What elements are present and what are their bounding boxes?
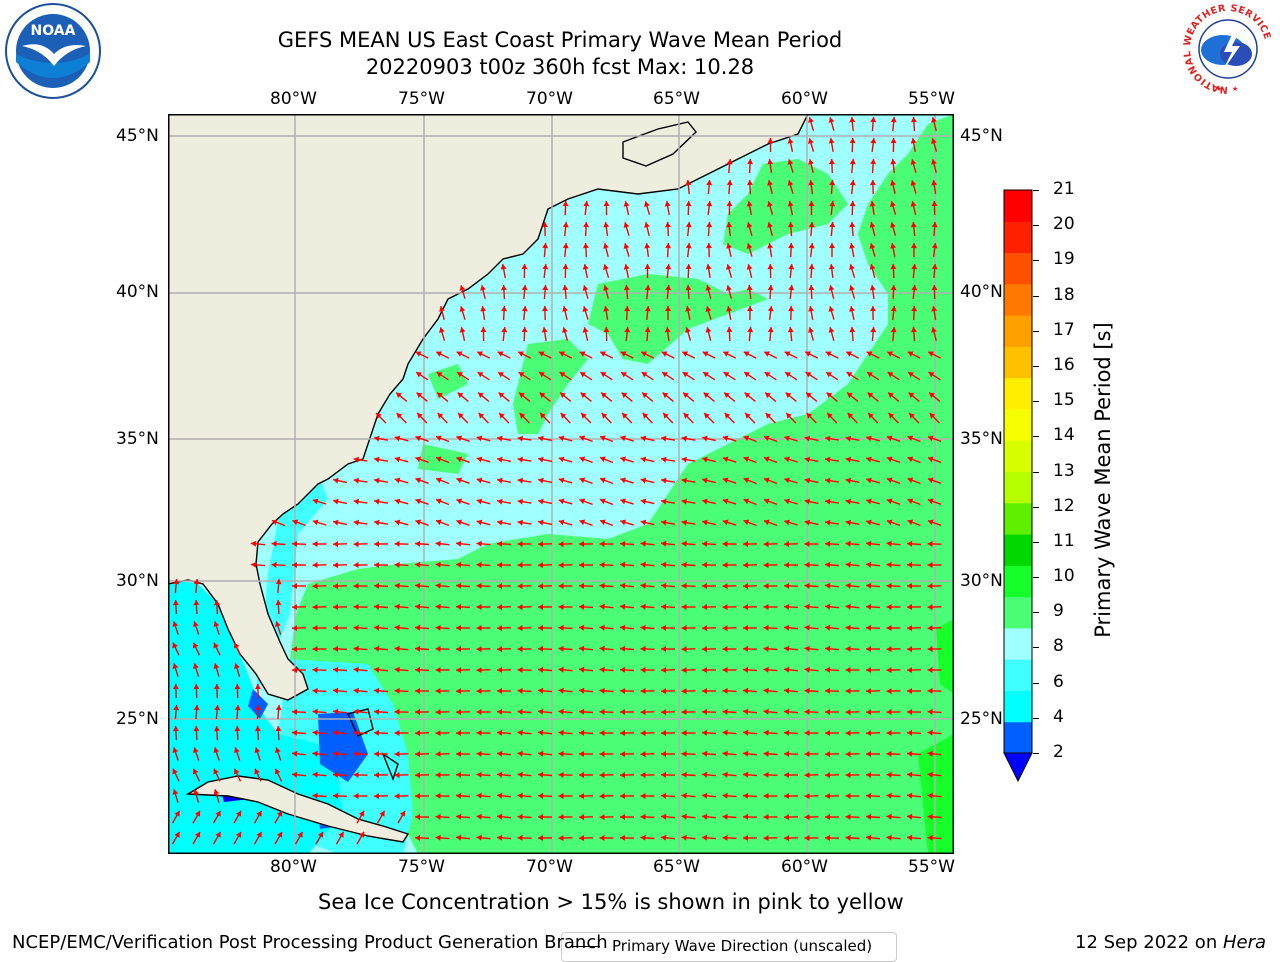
chart-subtitle-forecast: 20220903 t00z 360h fcst Max: 10.28: [160, 54, 960, 80]
colorbar-segment: [1004, 253, 1032, 285]
sea-ice-note: Sea Ice Concentration > 15% is shown in …: [318, 890, 904, 914]
colorbar-extend-triangle: [1004, 753, 1032, 781]
colorbar-segment: [1004, 690, 1032, 722]
colorbar-tick: 9: [1053, 601, 1064, 621]
colorbar-tick-mark: [1033, 472, 1039, 473]
colorbar-segment: [1004, 472, 1032, 504]
colorbar-tick-mark: [1033, 331, 1039, 332]
lon-tick-top: 70°W: [526, 89, 573, 109]
colorbar-tick: 20: [1053, 214, 1075, 234]
colorbar-tick: 14: [1053, 425, 1075, 445]
lon-tick-bottom: 75°W: [398, 857, 445, 877]
footer-date: 12 Sep 2022 on Hera: [1075, 932, 1266, 953]
colorbar-tick-mark: [1033, 260, 1039, 261]
lat-tick-right: 45°N: [960, 126, 1003, 146]
colorbar-tick-mark: [1033, 577, 1039, 578]
colorbar-segment: [1004, 221, 1032, 253]
colorbar-segment: [1004, 659, 1032, 691]
colorbar-tick-mark: [1033, 401, 1039, 402]
legend-label: Primary Wave Direction (unscaled): [612, 937, 872, 955]
colorbar-tick: 17: [1053, 320, 1075, 340]
colorbar-segment: [1004, 597, 1032, 629]
colorbar-segment: [1004, 565, 1032, 597]
colorbar-tick: 15: [1053, 390, 1075, 410]
colorbar-segment: [1004, 722, 1032, 754]
footer-machine: Hera: [1223, 932, 1266, 953]
wave-period-map: [168, 114, 954, 854]
lon-tick-bottom: 70°W: [526, 857, 573, 877]
lon-tick-bottom: 60°W: [781, 857, 828, 877]
nws-logo: NATIONAL WEATHER SERVICE ★ ★: [1176, 0, 1280, 100]
lat-tick-left: 40°N: [116, 282, 159, 302]
colorbar-tick: 4: [1053, 707, 1064, 727]
colorbar-tick-mark: [1033, 366, 1039, 367]
colorbar-tick: 6: [1053, 672, 1064, 692]
colorbar-tick-mark: [1033, 753, 1039, 754]
lat-tick-left: 30°N: [116, 571, 159, 591]
lon-tick-top: 55°W: [908, 89, 955, 109]
colorbar-tick-mark: [1033, 296, 1039, 297]
colorbar-tick-mark: [1033, 718, 1039, 719]
colorbar-tick: 16: [1053, 355, 1075, 375]
map-legend: Primary Wave Direction (unscaled): [561, 932, 897, 962]
lat-tick-right: 25°N: [960, 709, 1003, 729]
colorbar-label-wrap: Primary Wave Mean Period [s]: [1083, 470, 1123, 490]
colorbar-tick: 8: [1053, 636, 1064, 656]
footer-date-text: 12 Sep 2022 on: [1075, 932, 1223, 953]
colorbar-tick-mark: [1033, 190, 1039, 191]
lon-tick-bottom: 65°W: [653, 857, 700, 877]
colorbar-tick-mark: [1033, 647, 1039, 648]
colorbar-segment: [1004, 440, 1032, 472]
colorbar-tick: 13: [1053, 461, 1075, 481]
colorbar-tick-mark: [1033, 507, 1039, 508]
lat-tick-right: 30°N: [960, 571, 1003, 591]
colorbar-segment: [1004, 628, 1032, 660]
lat-tick-left: 35°N: [116, 429, 159, 449]
colorbar-segment: [1004, 284, 1032, 316]
lat-tick-right: 40°N: [960, 282, 1003, 302]
lon-tick-top: 65°W: [653, 89, 700, 109]
svg-text:★: ★: [1232, 85, 1238, 93]
colorbar-tick-mark: [1033, 542, 1039, 543]
lat-tick-left: 45°N: [116, 126, 159, 146]
colorbar-segment: [1004, 315, 1032, 347]
colorbar-tick: 2: [1053, 742, 1064, 762]
lon-tick-top: 80°W: [270, 89, 317, 109]
lon-tick-top: 60°W: [781, 89, 828, 109]
colorbar: [1003, 188, 1033, 783]
colorbar-segment: [1004, 190, 1032, 222]
colorbar-label: Primary Wave Mean Period [s]: [1091, 322, 1115, 638]
noaa-logo-text: NOAA: [31, 23, 76, 39]
chart-title: GEFS MEAN US East Coast Primary Wave Mea…: [160, 27, 960, 53]
lat-tick-left: 25°N: [116, 709, 159, 729]
footer-credit: NCEP/EMC/Verification Post Processing Pr…: [12, 932, 608, 953]
colorbar-tick: 18: [1053, 285, 1075, 305]
colorbar-tick-mark: [1033, 683, 1039, 684]
colorbar-tick: 12: [1053, 496, 1075, 516]
lon-tick-top: 75°W: [398, 89, 445, 109]
map-panel: Primary Wave Direction (unscaled): [168, 114, 954, 854]
colorbar-tick: 11: [1053, 531, 1075, 551]
colorbar-segment: [1004, 534, 1032, 566]
colorbar-tick-mark: [1033, 225, 1039, 226]
colorbar-tick: 10: [1053, 566, 1075, 586]
lon-tick-bottom: 55°W: [908, 857, 955, 877]
colorbar-tick-mark: [1033, 436, 1039, 437]
lon-tick-bottom: 80°W: [270, 857, 317, 877]
colorbar-segment: [1004, 346, 1032, 378]
lat-tick-right: 35°N: [960, 429, 1003, 449]
colorbar-tick: 19: [1053, 249, 1075, 269]
colorbar-segment: [1004, 503, 1032, 535]
colorbar-segment: [1004, 378, 1032, 410]
colorbar-segment: [1004, 409, 1032, 441]
svg-text:★: ★: [1216, 85, 1222, 93]
colorbar-tick-mark: [1033, 612, 1039, 613]
colorbar-tick: 21: [1053, 179, 1075, 199]
noaa-logo: NOAA: [2, 2, 104, 100]
